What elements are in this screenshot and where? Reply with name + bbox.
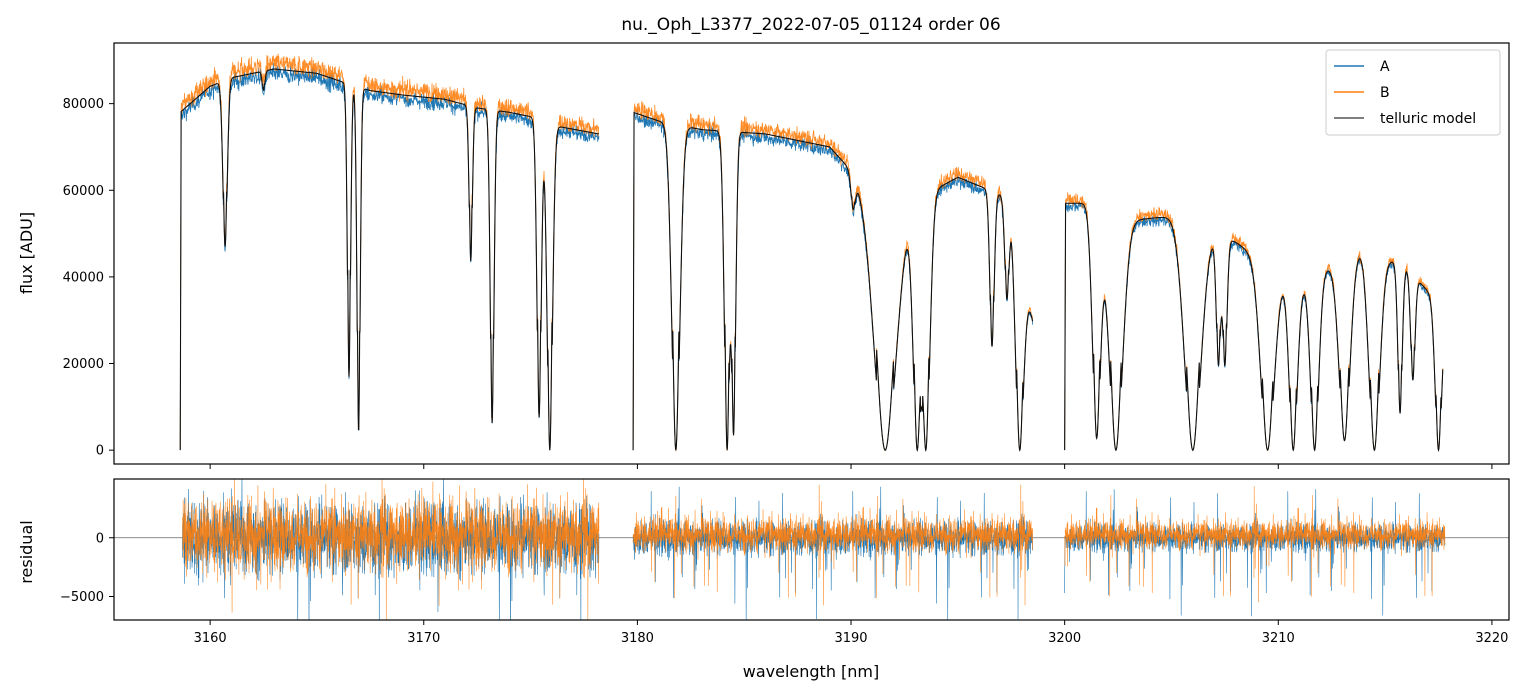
residual-y-tick-label: −5000 <box>60 590 104 605</box>
residual-y-tick-label: 0 <box>96 531 104 546</box>
flux-x-ticks <box>209 464 1493 469</box>
residual-y-axis-label: residual <box>17 520 36 583</box>
series-a-line <box>1064 201 1444 452</box>
flux-y-tick-label: 60000 <box>63 184 104 199</box>
x-tick-label: 3170 <box>407 631 440 646</box>
legend-label-b: B <box>1380 85 1390 101</box>
series-b-line <box>179 53 600 451</box>
x-tick-label: 3210 <box>1262 631 1295 646</box>
residual-series-b-line <box>182 479 600 620</box>
flux-panel: 0 20000 40000 60000 80000 flux [ADU] A B tel… <box>17 42 1510 469</box>
chart-title: nu._Oph_L3377_2022-07-05_01124 order 06 <box>621 15 1000 35</box>
residual-series-b-line <box>632 484 1033 606</box>
series-a-line <box>632 109 1034 452</box>
telluric-model-line <box>632 111 1034 453</box>
residual-series-b-line <box>1064 486 1446 603</box>
residual-x-axis: 3160 3170 3180 3190 3200 3210 3220 <box>194 620 1508 646</box>
legend: A B telluric model <box>1325 49 1501 136</box>
x-tick-label: 3180 <box>621 631 654 646</box>
flux-y-tick-label: 0 <box>96 444 104 459</box>
flux-axes-frame <box>113 42 1510 465</box>
residual-axes-frame <box>113 478 1510 621</box>
series-b-line <box>632 101 1034 452</box>
legend-box <box>1325 49 1501 136</box>
residual-plot-area <box>114 479 1509 620</box>
series-b-line <box>1064 192 1444 452</box>
flux-plot-area <box>179 53 1444 453</box>
flux-y-tick-label: 20000 <box>63 357 104 372</box>
telluric-model-line <box>1064 202 1444 453</box>
residual-panel: −5000 0 3160 3170 3180 3190 3200 3210 3220 resi… <box>17 478 1510 681</box>
flux-y-axis: 0 20000 40000 60000 80000 <box>63 97 114 459</box>
x-tick-label: 3160 <box>194 631 227 646</box>
x-tick-label: 3190 <box>834 631 867 646</box>
flux-y-tick-label: 40000 <box>63 270 104 285</box>
telluric-model-line <box>179 68 600 451</box>
flux-y-tick-label: 80000 <box>63 97 104 112</box>
series-a-line <box>179 62 600 451</box>
residual-y-axis: −5000 0 <box>60 531 114 605</box>
residual-series-a-line <box>1064 489 1446 617</box>
legend-label-telluric-model: telluric model <box>1380 111 1476 127</box>
flux-y-axis-label: flux [ADU] <box>17 212 36 294</box>
x-axis-label: wavelength [nm] <box>743 662 880 681</box>
x-tick-label: 3220 <box>1475 631 1508 646</box>
legend-label-a: A <box>1380 59 1390 75</box>
x-tick-label: 3200 <box>1048 631 1081 646</box>
